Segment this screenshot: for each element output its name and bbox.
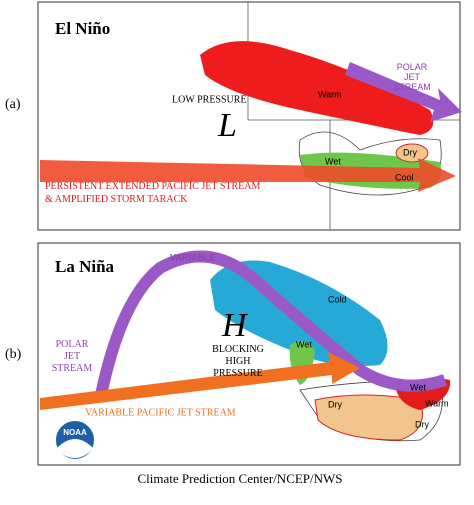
region-label: Wet xyxy=(410,382,426,392)
polar-jet-arrow xyxy=(94,250,447,402)
credit: Climate Prediction Center/NCEP/NWS xyxy=(137,471,342,486)
pressure-symbol: L xyxy=(217,107,237,144)
panel-a: (a) El Niño LOW PRESSURE L Warm POLAR JET… xyxy=(5,1,462,231)
region-label: Cold xyxy=(328,294,347,304)
region-label: Dry xyxy=(403,147,417,157)
panel-label: (b) xyxy=(5,347,22,362)
jet-label: VARIABLE PACIFIC JET STREAM xyxy=(85,407,236,418)
jet-label: VARIABLE xyxy=(170,252,215,262)
polar-jet-arrow xyxy=(345,62,462,122)
noaa-logo-bird xyxy=(57,439,93,458)
jet-label: POLAR JET STREAM xyxy=(393,62,431,92)
region-label: Cool xyxy=(395,172,414,182)
region-label: Dry xyxy=(415,419,429,429)
dry-region xyxy=(314,394,423,441)
panel-title: La Niña xyxy=(55,257,115,276)
pressure-symbol: H xyxy=(221,307,249,344)
pressure-label: BLOCKING HIGH PRESSURE xyxy=(212,344,264,379)
region-label: Warm xyxy=(425,398,449,408)
pressure-label: LOW PRESSURE xyxy=(172,94,247,105)
jet-label: POLAR JET STREAM xyxy=(52,339,93,374)
pacific-jet-arrow xyxy=(40,352,360,410)
region-label: Warm xyxy=(318,89,342,99)
region-label: Wet xyxy=(296,339,312,349)
logo-text: NOAA xyxy=(63,428,87,437)
panel-title: El Niño xyxy=(55,19,110,38)
jet-label: PERSISTENT EXTENDED PACIFIC JET STREAM & … xyxy=(45,181,261,205)
panel-label: (a) xyxy=(5,97,21,112)
pacific-jet-arrow xyxy=(40,158,456,192)
region-label: Dry xyxy=(328,399,342,409)
region-label: Wet xyxy=(325,156,341,166)
warm-region xyxy=(200,41,434,135)
panel-b: (b) La Niña VARIABLE Cold Wet H BLOCKING… xyxy=(5,242,461,466)
dry-region xyxy=(395,143,429,163)
